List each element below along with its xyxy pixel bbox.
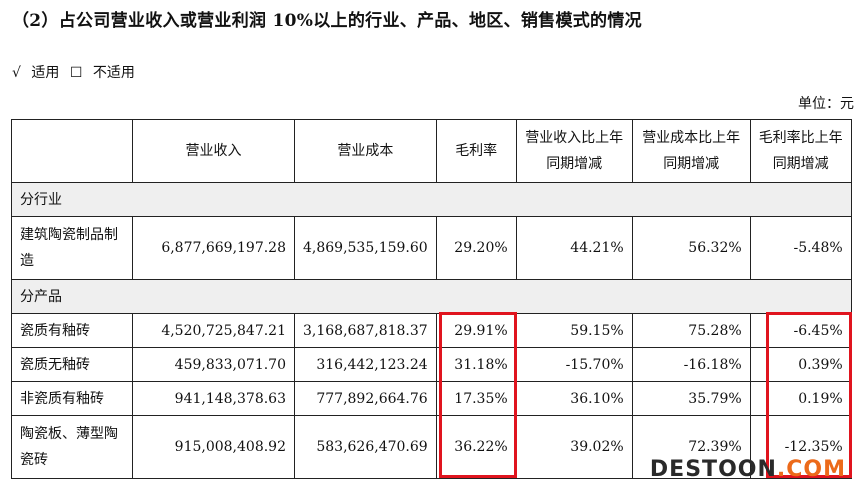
cost-change-cell: -16.18% <box>631 347 751 382</box>
table-row: 陶瓷板、薄型陶瓷砖 915,008,408.92 583,626,470.69 … <box>11 415 852 479</box>
header-cell-empty <box>11 119 133 183</box>
empty-checkbox-icon: ☐ <box>69 65 83 81</box>
row-name: 陶瓷板、薄型陶瓷砖 <box>11 415 133 479</box>
revenue-change-cell: 44.21% <box>515 216 633 280</box>
row-name: 非瓷质有釉砖 <box>11 381 133 416</box>
watermark-text: DESTOON <box>649 457 777 482</box>
header-cost: 营业成本 <box>294 119 437 183</box>
cost-change-cell: 56.32% <box>631 216 751 280</box>
table-header-row: 营业收入 营业成本 毛利率 营业收入比上年同期增减 营业成本比上年同期增减 毛利… <box>11 119 852 183</box>
watermark-suffix: .COM <box>776 457 846 482</box>
header-cost-change: 营业成本比上年同期增减 <box>631 119 751 183</box>
section-row: 分产品 <box>11 279 852 314</box>
cost-cell: 3,168,687,818.37 <box>294 313 437 348</box>
margin-cell: 29.91% <box>435 313 517 348</box>
revenue-cell: 459,833,071.70 <box>132 347 295 382</box>
applicability-line: √ 适用 ☐ 不适用 <box>12 62 141 82</box>
table-row: 非瓷质有釉砖 941,148,378.63 777,892,664.76 17.… <box>11 381 852 416</box>
cost-cell: 316,442,123.24 <box>294 347 437 382</box>
revenue-cell: 4,520,725,847.21 <box>132 313 295 348</box>
cost-cell: 4,869,535,159.60 <box>294 216 437 280</box>
not-applicable-label: 不适用 <box>92 65 135 81</box>
revenue-cell: 915,008,408.92 <box>132 415 295 479</box>
section-label: 分行业 <box>11 182 852 217</box>
unit-label: 单位：元 <box>798 96 854 112</box>
cost-cell: 583,626,470.69 <box>294 415 437 479</box>
revenue-change-cell: 39.02% <box>515 415 633 479</box>
margin-change-highlight-box <box>766 312 852 478</box>
cost-change-cell: 75.28% <box>631 313 751 348</box>
section-heading: （2）占公司营业收入或营业利润 10%以上的行业、产品、地区、销售模式的情况 <box>12 11 642 31</box>
row-name: 瓷质无釉砖 <box>11 347 133 382</box>
revenue-change-cell: -15.70% <box>515 347 633 382</box>
revenue-change-cell: 59.15% <box>515 313 633 348</box>
revenue-cell: 6,877,669,197.28 <box>132 216 295 280</box>
table-row: 瓷质无釉砖 459,833,071.70 316,442,123.24 31.1… <box>11 347 852 382</box>
header-margin-change: 毛利率比上年同期增减 <box>749 119 852 183</box>
header-revenue: 营业收入 <box>132 119 295 183</box>
watermark-logo: DESTOON.COM <box>650 457 846 482</box>
section-row: 分行业 <box>11 182 852 217</box>
margin-cell: 36.22% <box>435 415 517 479</box>
header-revenue-change: 营业收入比上年同期增减 <box>515 119 633 183</box>
section-label: 分产品 <box>11 279 852 314</box>
row-name: 瓷质有釉砖 <box>11 313 133 348</box>
header-margin: 毛利率 <box>435 119 517 183</box>
revenue-change-cell: 36.10% <box>515 381 633 416</box>
revenue-cell: 941,148,378.63 <box>132 381 295 416</box>
margin-cell: 29.20% <box>435 216 517 280</box>
cost-change-cell: 72.39% <box>631 415 751 479</box>
cost-cell: 777,892,664.76 <box>294 381 437 416</box>
row-name: 建筑陶瓷制品制造 <box>11 216 133 280</box>
segment-table: 营业收入 营业成本 毛利率 营业收入比上年同期增减 营业成本比上年同期增减 毛利… <box>11 119 852 479</box>
table-row: 建筑陶瓷制品制造 6,877,669,197.28 4,869,535,159.… <box>11 216 852 280</box>
table-row: 瓷质有釉砖 4,520,725,847.21 3,168,687,818.37 … <box>11 313 852 348</box>
applicable-label: 适用 <box>31 65 60 81</box>
cost-change-cell: 35.79% <box>631 381 751 416</box>
margin-change-cell: -5.48% <box>749 216 852 280</box>
margin-highlight-box <box>439 312 517 478</box>
check-mark-icon: √ <box>12 65 21 81</box>
